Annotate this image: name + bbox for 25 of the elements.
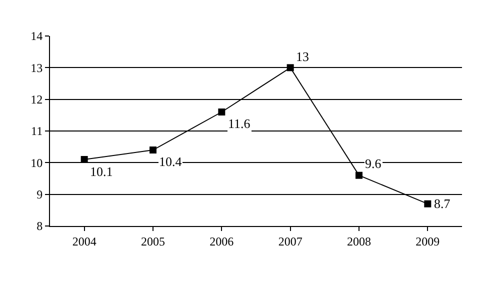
y-tick-label: 11 <box>31 124 43 138</box>
data-label: 8.7 <box>434 196 451 211</box>
point <box>286 64 294 72</box>
y-tick-label: 14 <box>30 29 43 44</box>
point <box>356 172 362 179</box>
point <box>150 146 156 154</box>
x-tick-label: 2005 <box>141 234 165 248</box>
data-label: 10.4 <box>159 154 182 169</box>
y-tick-label: 9 <box>36 188 43 202</box>
point <box>424 200 432 208</box>
y-tick-label: 10 <box>30 156 43 170</box>
x-tick-label: 2007 <box>278 234 302 248</box>
x-tick-label: 2008 <box>347 234 371 248</box>
x-tick-label: 2004 <box>72 234 96 248</box>
point <box>80 156 88 163</box>
data-label: 11.6 <box>228 116 251 131</box>
y-tick-label: 13 <box>30 60 43 75</box>
data-label: 9.6 <box>365 156 382 171</box>
data-label: 13 <box>296 49 309 64</box>
x-tick-label: 2006 <box>210 234 234 248</box>
y-tick-label: 12 <box>30 92 43 107</box>
point <box>218 108 226 116</box>
y-tick-label: 8 <box>36 219 43 234</box>
data-label: 10.1 <box>90 164 113 179</box>
x-tick-label: 2009 <box>416 234 440 248</box>
